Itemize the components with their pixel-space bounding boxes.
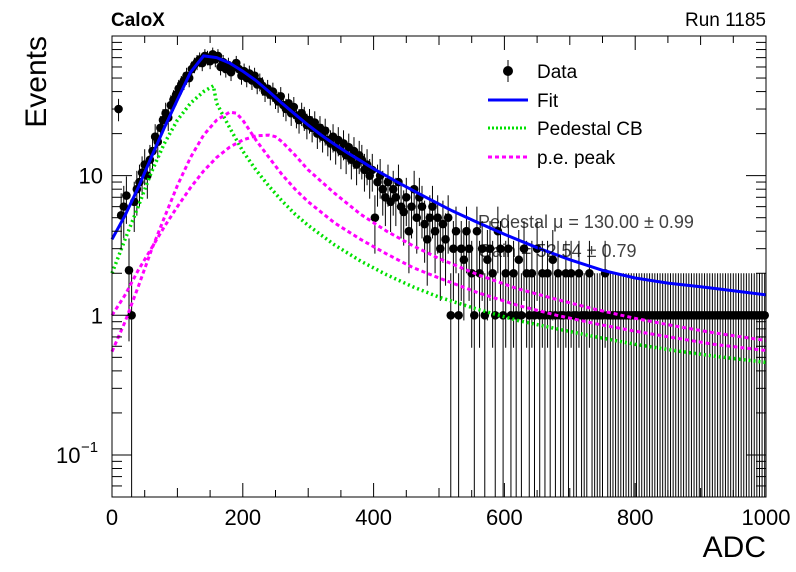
data-point [124,266,134,275]
y-tick-label-exponent: −1 [81,439,98,456]
legend-label: Data [537,62,578,83]
data-point [472,226,482,236]
data-point [402,192,411,202]
data-point [548,255,558,265]
data-point [504,244,513,253]
legend-label: p.e. peak [537,148,616,169]
legend-label: Pedestal CB [537,119,643,140]
experiment-label: CaloX [111,10,165,31]
x-tick-label: 600 [486,505,523,530]
legend-label: Fit [537,91,559,112]
data-point [433,213,442,222]
x-tick-label: 800 [617,505,654,530]
fit-result-line: Pedestal μ = 130.00 ± 0.99 [478,212,694,232]
fit-curve [110,54,767,297]
x-tick-label: 1000 [742,505,791,530]
data-point [451,226,461,236]
pe-peak-curve [110,133,767,342]
x-axis-label: ADC [703,531,766,564]
data-point [443,213,453,222]
data-point [477,244,487,253]
data-point [490,311,500,320]
x-tick-label: 400 [355,505,392,530]
fit-result-line: Gain = 52.54 ± 0.79 [478,241,637,261]
legend-data-symbol [503,66,513,76]
data-layer [110,47,769,497]
data-point [514,255,524,265]
y-tick-label: 1 [91,303,103,328]
y-tick-label: 10 [56,443,80,468]
data-point [370,213,380,222]
data-point [517,311,526,320]
pe-peak-curve [110,110,767,353]
data-point [446,311,456,320]
fit-results: Pedestal μ = 130.00 ± 0.99 Gain = 52.54 … [478,212,694,261]
x-tick-label: 0 [106,505,118,530]
x-tick-label: 200 [224,505,261,530]
data-point [454,311,463,320]
run-label: Run 1185 [685,10,766,31]
data-point [470,311,479,320]
y-axis-label: Events [20,36,53,128]
data-point [496,244,505,253]
data-point [122,191,131,200]
legend: Data Fit Pedestal CB p.e. peak [488,60,643,169]
y-tick-label: 10 [79,164,103,189]
